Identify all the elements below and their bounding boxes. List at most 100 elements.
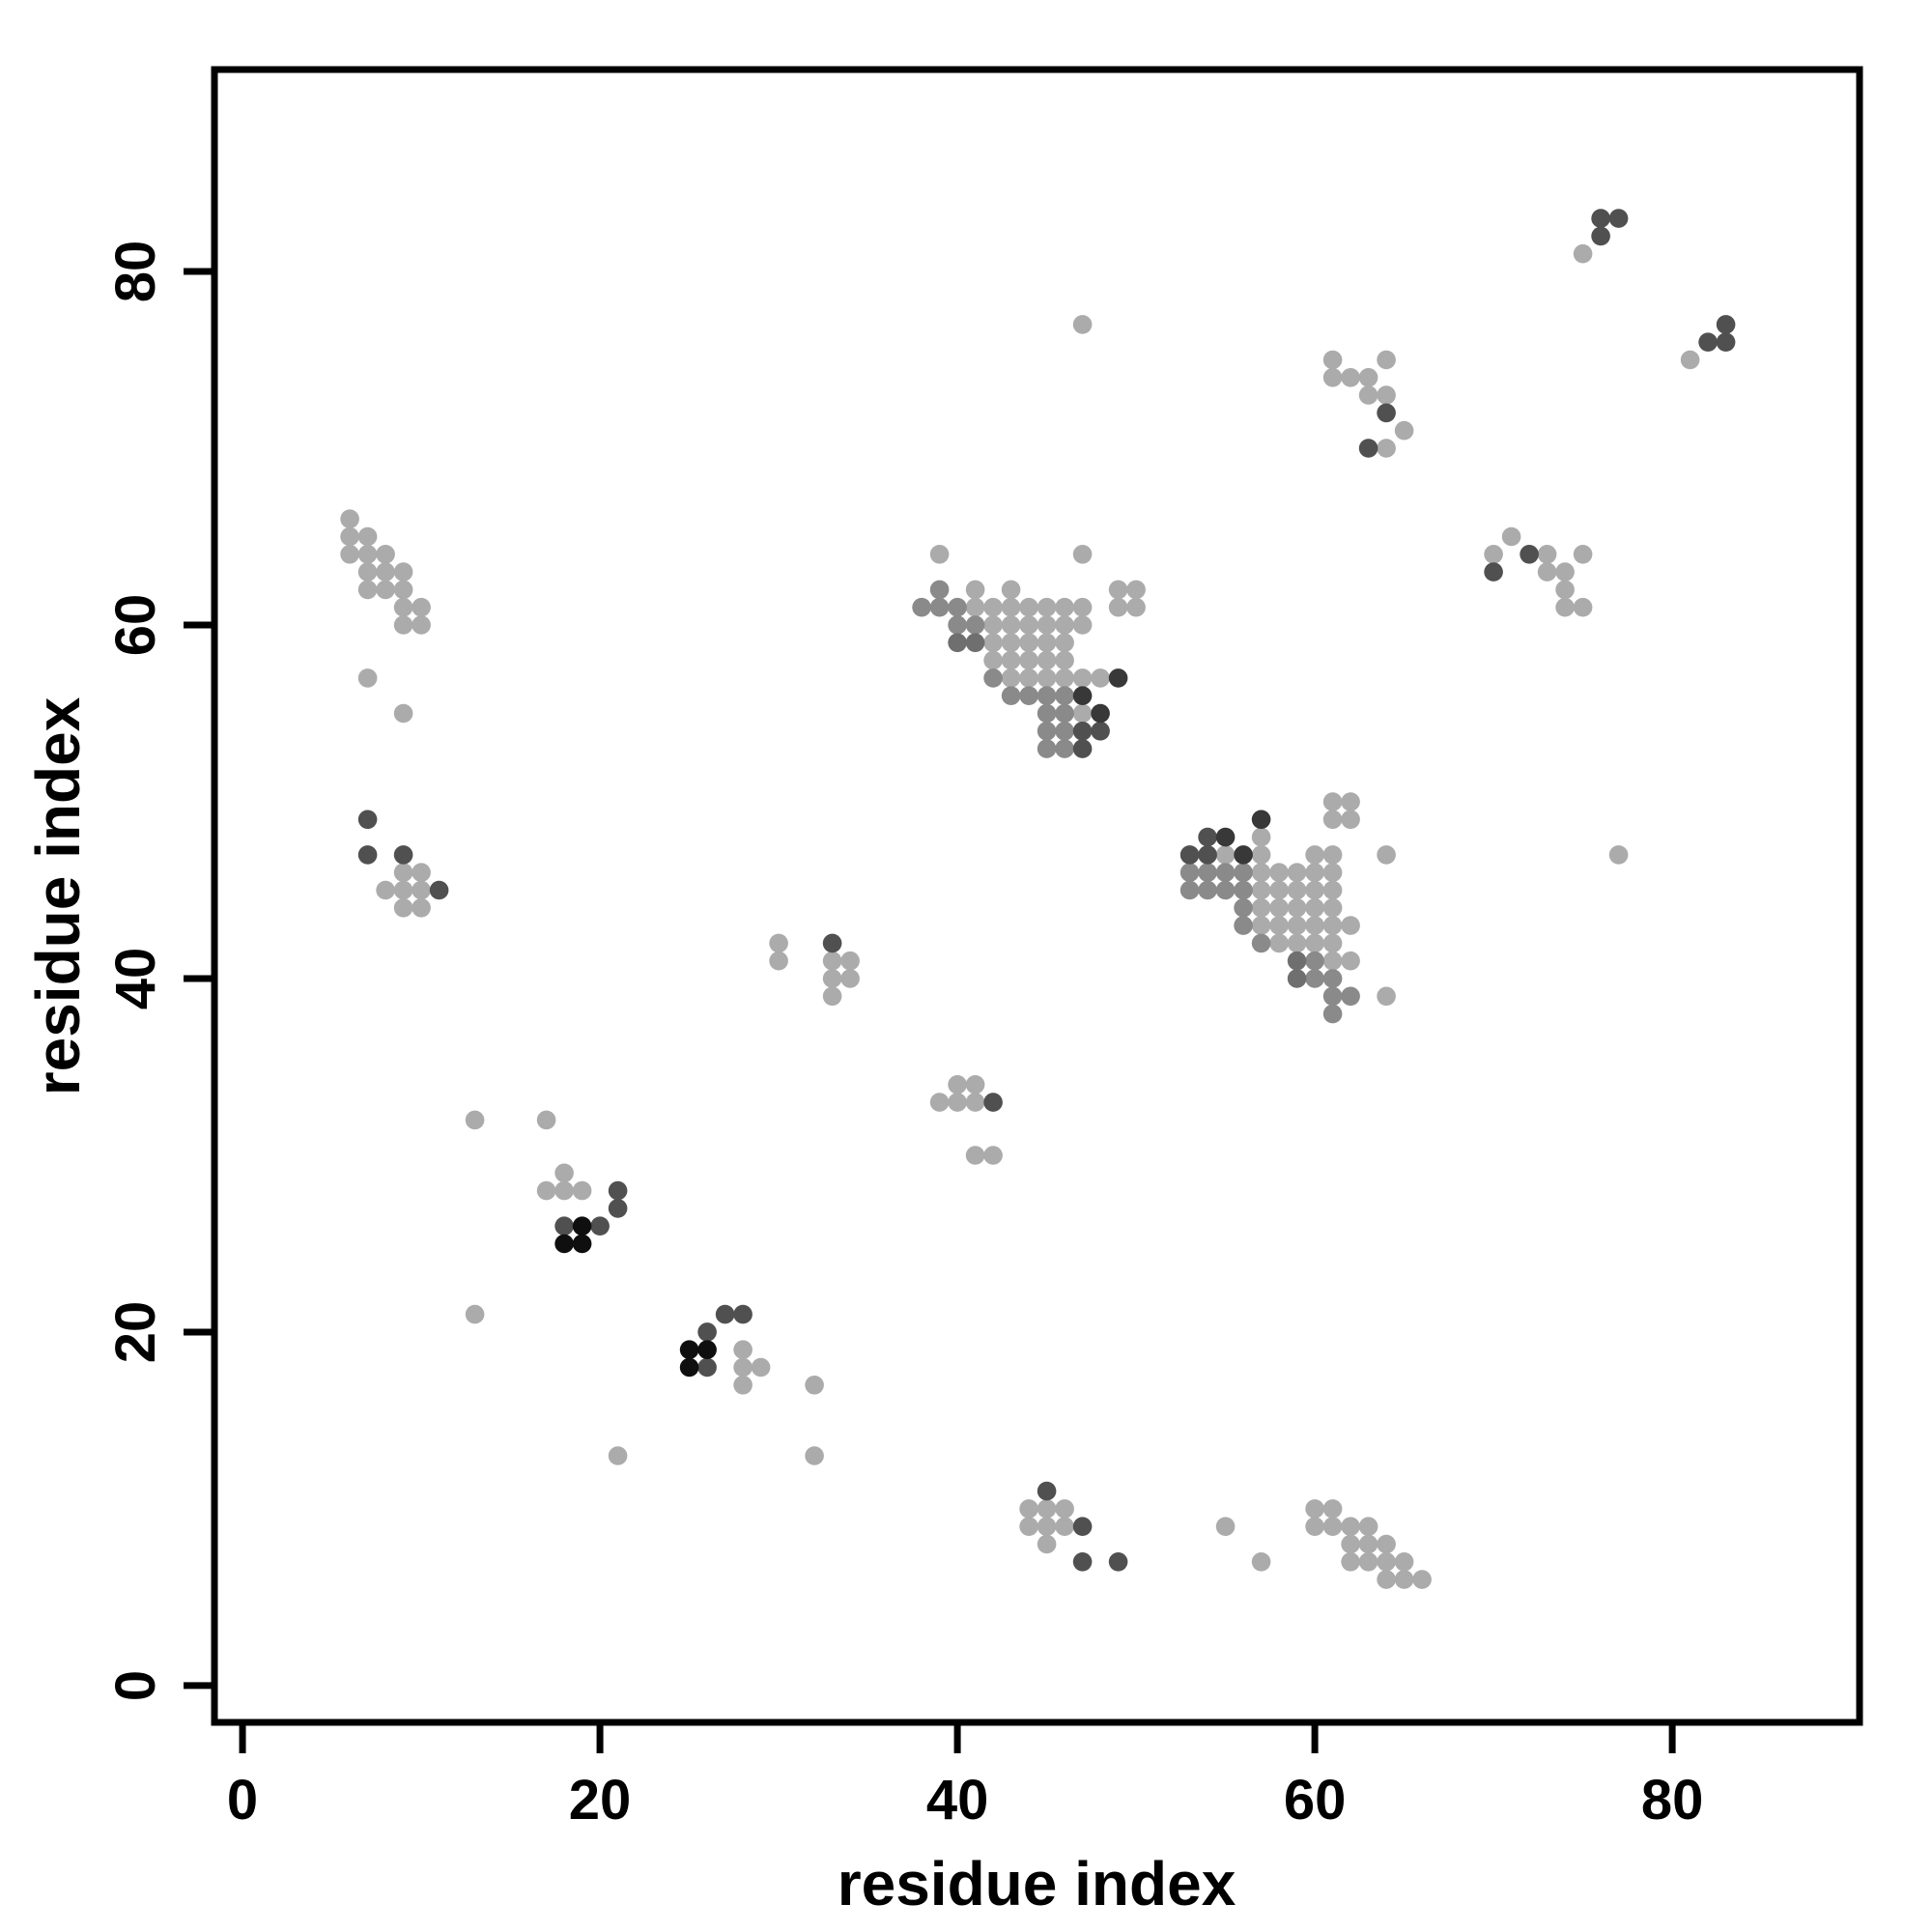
data-point [929, 597, 950, 617]
data-point [1019, 686, 1038, 705]
data-point [1501, 526, 1521, 547]
data-point [1108, 668, 1128, 688]
data-point [1322, 1499, 1343, 1519]
data-point [805, 1376, 824, 1395]
y-tick-label: 40 [104, 948, 167, 1010]
data-point [357, 545, 378, 564]
data-point [1037, 722, 1057, 741]
data-point [376, 880, 395, 900]
data-point [1680, 350, 1700, 370]
data-point [948, 1075, 967, 1094]
data-point [357, 562, 378, 582]
data-point [1591, 209, 1610, 228]
x-tick-label: 20 [569, 1769, 632, 1832]
data-point [1394, 1570, 1414, 1589]
data-point [1305, 1517, 1324, 1536]
data-point [357, 526, 378, 547]
data-point [1072, 615, 1093, 635]
data-point [1537, 545, 1557, 564]
data-point [393, 863, 413, 882]
data-point [965, 1146, 985, 1165]
data-point [1126, 597, 1146, 617]
data-point [1358, 385, 1378, 405]
data-point [340, 509, 359, 528]
data-point [1037, 597, 1057, 617]
data-point [357, 845, 378, 865]
data-point [1055, 722, 1074, 741]
data-point [1179, 863, 1200, 882]
data-point [357, 668, 378, 688]
data-point [1179, 845, 1200, 865]
data-point [608, 1180, 628, 1201]
data-point [1341, 1517, 1360, 1536]
data-point [1091, 703, 1110, 724]
data-point [1305, 880, 1324, 900]
data-point [929, 580, 950, 600]
data-point [1322, 810, 1343, 830]
data-point [1484, 562, 1503, 582]
data-point [948, 615, 967, 635]
data-point [1001, 633, 1021, 653]
data-point [1251, 1552, 1271, 1572]
data-point [1072, 686, 1093, 705]
data-point [1394, 1552, 1414, 1572]
data-point [751, 1357, 771, 1378]
data-point [1305, 845, 1324, 865]
data-point [376, 562, 395, 582]
data-point [412, 863, 431, 882]
data-point [1072, 703, 1093, 724]
data-point [1269, 916, 1289, 935]
data-point [1215, 845, 1236, 865]
data-point [1019, 1517, 1038, 1536]
data-point [1198, 845, 1217, 865]
data-point [1055, 739, 1074, 758]
data-point [697, 1340, 717, 1359]
data-point [572, 1234, 592, 1254]
data-point [1537, 562, 1557, 582]
data-point [1412, 1570, 1432, 1589]
data-point [1377, 986, 1396, 1007]
data-point [1341, 368, 1360, 387]
data-point [1037, 1534, 1057, 1554]
data-point [1072, 722, 1093, 741]
data-point [1215, 880, 1236, 900]
data-point [983, 1146, 1003, 1165]
data-point [1126, 580, 1146, 600]
data-point [1072, 668, 1093, 688]
data-point [1341, 810, 1360, 830]
data-point [1037, 650, 1057, 670]
data-point [412, 597, 431, 617]
data-point [340, 545, 359, 564]
data-point [1055, 615, 1074, 635]
data-point [536, 1110, 556, 1130]
data-point [1055, 650, 1074, 670]
data-point [1072, 315, 1093, 334]
data-point [1287, 880, 1307, 900]
data-point [822, 933, 842, 953]
data-point [1322, 368, 1343, 387]
x-axis-ticks: 0 20 40 60 80 [227, 1722, 1703, 1832]
data-point [929, 545, 950, 564]
data-point [948, 633, 967, 653]
data-point [965, 580, 985, 600]
data-point [1555, 597, 1575, 617]
data-point [1322, 916, 1343, 935]
data-point [965, 615, 985, 635]
data-point [1179, 880, 1200, 900]
data-point [1520, 545, 1539, 564]
data-point [840, 969, 860, 988]
data-point [465, 1110, 485, 1130]
data-point [1573, 545, 1593, 564]
data-point [1358, 439, 1378, 458]
plot-border [211, 66, 1863, 1726]
data-point [1019, 1499, 1038, 1519]
data-point [769, 933, 788, 953]
data-point [1287, 951, 1307, 971]
data-point [340, 526, 359, 547]
data-point [1234, 880, 1253, 900]
data-point [412, 898, 431, 918]
data-point [1322, 898, 1343, 918]
y-tick-label: 0 [104, 1670, 167, 1701]
data-point [840, 951, 860, 971]
